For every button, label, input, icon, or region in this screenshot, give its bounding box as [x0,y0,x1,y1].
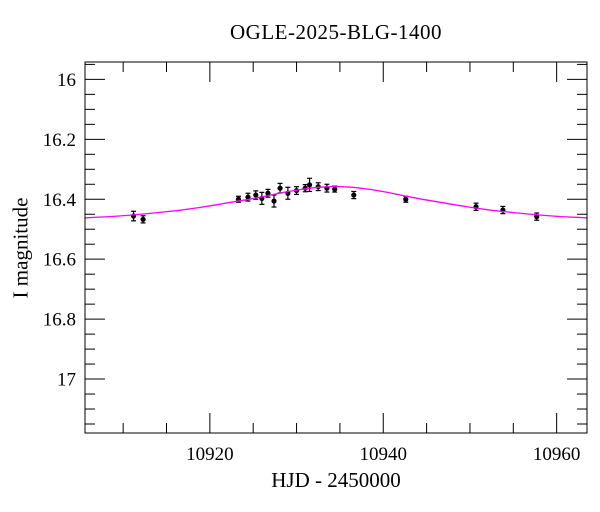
data-point [403,196,409,202]
x-tick-label: 10960 [533,444,581,465]
data-point [253,192,259,198]
model-curve [84,185,588,219]
data-point [245,194,251,200]
data-point [351,192,357,198]
data-point [271,198,277,204]
data-point [332,186,338,192]
y-tick-label: 16 [57,70,76,91]
x-axis-label: HJD - 2450000 [271,468,401,492]
x-tick-label: 10920 [186,444,234,465]
x-tick-label: 10940 [360,444,408,465]
chart-title: OGLE-2025-BLG-1400 [230,20,442,44]
y-tick-label: 16.6 [43,250,76,271]
y-tick-label: 17 [57,370,76,391]
y-tick-label: 16.8 [43,310,76,331]
data-point [265,190,271,196]
y-tick-label: 16.4 [43,190,77,211]
data-point [306,182,313,188]
plot-border [84,61,588,434]
data-point [277,185,283,191]
y-tick-label: 16.2 [43,130,76,151]
data-point [140,216,146,222]
